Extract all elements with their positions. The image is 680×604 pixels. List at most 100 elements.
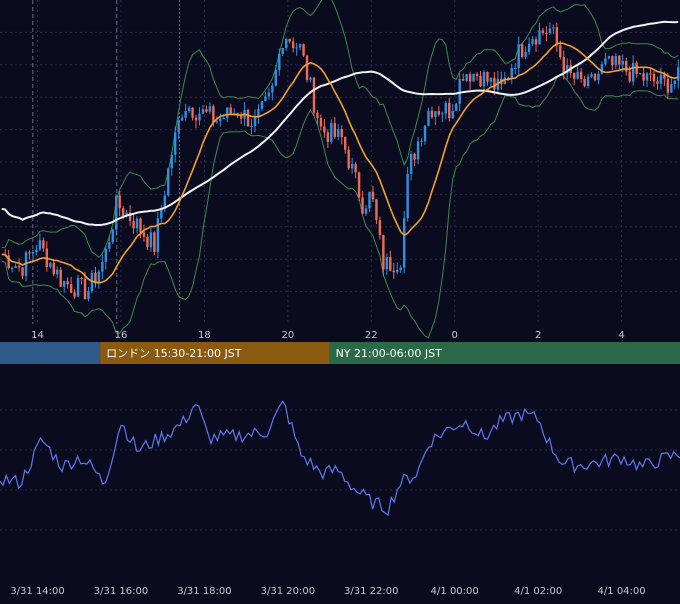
candle-body (87, 291, 90, 300)
candle-body (215, 121, 219, 123)
candle-body (7, 255, 10, 269)
candle-body (198, 113, 201, 121)
price-x-tick-label: 22 (365, 330, 378, 341)
candle-body (330, 123, 333, 143)
candle-body (614, 55, 618, 66)
candle-body (118, 195, 121, 209)
bollinger-lower-line (1, 73, 679, 339)
candle-body (618, 55, 621, 65)
candle-body (319, 118, 323, 127)
candle-body (448, 102, 451, 119)
bottom-x-tick-label: 3/31 22:00 (344, 586, 398, 597)
candle-body (507, 77, 510, 79)
candle-body (468, 74, 472, 82)
candle-body (590, 74, 593, 77)
price-x-tick-label: 16 (115, 330, 128, 341)
oscillator-line (0, 400, 680, 517)
candle-body (302, 44, 305, 56)
candle-body (538, 30, 541, 45)
candle-body (177, 120, 180, 133)
candle-body (389, 257, 392, 271)
candle-body (222, 118, 225, 120)
long-moving-average-line (1, 20, 679, 226)
candle-body (396, 269, 399, 273)
candle-body (90, 272, 94, 292)
candle-body (673, 80, 677, 85)
candle-body (229, 107, 232, 115)
price-x-tick-label: 4 (618, 330, 624, 341)
candle-body (153, 232, 156, 252)
candle-body (163, 195, 167, 210)
session-label: NY 21:00-06:00 JST (336, 347, 443, 360)
candle-body (378, 220, 382, 236)
candle-body (517, 44, 520, 68)
candle-body (461, 78, 465, 81)
candle-body (670, 84, 673, 93)
candle-body (208, 106, 212, 112)
candle-body (111, 229, 114, 243)
candle-body (572, 72, 576, 79)
candle-body (451, 110, 454, 119)
candle-body (611, 56, 614, 66)
candle-body (333, 123, 337, 137)
candle-body (201, 109, 205, 114)
candle-body (531, 39, 534, 44)
candle-body (149, 232, 153, 248)
candle-body (437, 111, 441, 115)
candle-body (135, 218, 139, 229)
candle-body (604, 58, 607, 65)
bottom-x-tick-label: 3/31 20:00 (261, 586, 315, 597)
candle-body (267, 92, 271, 97)
candle-body (555, 27, 559, 46)
candle-body (38, 240, 42, 250)
short-moving-average-line (1, 42, 679, 284)
candle-body (482, 71, 486, 87)
candle-body (361, 197, 364, 214)
candle-body (239, 115, 243, 119)
candle-body (184, 111, 187, 118)
bottom-x-tick-label: 4/1 04:00 (598, 586, 646, 597)
candle-body (108, 242, 111, 249)
candle-body (205, 109, 208, 112)
candle-body (357, 172, 361, 198)
candle-body (288, 38, 291, 42)
candle-body (66, 281, 69, 285)
candle-body (434, 111, 437, 118)
candle-body (212, 106, 215, 123)
candle-body (409, 153, 413, 174)
candle-body (160, 209, 163, 219)
candle-body (635, 62, 638, 74)
candle-body (579, 71, 583, 80)
candle-body (305, 55, 309, 80)
candle-body (649, 73, 652, 75)
candle-body (458, 78, 461, 104)
candle-body (423, 125, 427, 142)
candle-body (35, 249, 38, 253)
candle-body (548, 28, 552, 34)
candle-body (115, 195, 118, 230)
candle-body (465, 74, 468, 81)
candle-body (246, 109, 250, 127)
candle-body (524, 51, 527, 58)
bottom-x-tick-label: 3/31 18:00 (177, 586, 231, 597)
candle-body (187, 107, 191, 112)
candle-body (652, 73, 656, 82)
candle-body (49, 262, 52, 268)
candle-body (607, 56, 611, 59)
candle-body (94, 272, 97, 284)
candle-body (298, 44, 302, 48)
candle-body (625, 61, 628, 72)
candle-body (10, 267, 14, 269)
candle-body (21, 267, 24, 276)
candle-body (527, 43, 531, 52)
candle-body (125, 212, 128, 217)
candle-body (455, 103, 458, 111)
candle-body (621, 61, 624, 65)
candle-body (323, 126, 326, 133)
candle-body (316, 112, 319, 119)
candle-body (399, 267, 402, 270)
candle-body (226, 107, 229, 119)
candle-body (101, 261, 104, 272)
